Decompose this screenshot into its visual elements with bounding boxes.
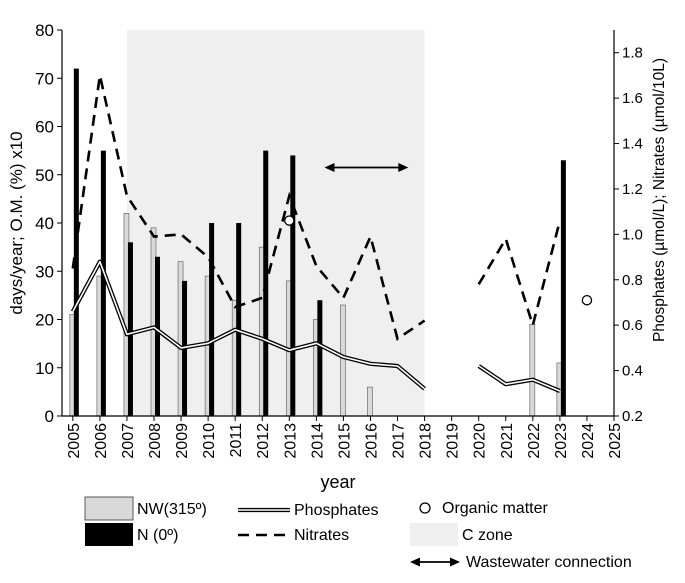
x-tick-label-2015: 2015 (336, 423, 353, 459)
x-tick-label-2007: 2007 (120, 423, 137, 459)
x-tick-label-2006: 2006 (93, 423, 110, 459)
x-tick-label-2019: 2019 (445, 423, 462, 459)
organic-matter-point-2024 (581, 294, 593, 306)
y-left-tick-label-10: 10 (35, 359, 54, 378)
legend-label-organic-matter: Organic matter (442, 500, 548, 517)
y-right-tick-label-1.6: 1.6 (622, 90, 643, 107)
y-right-tick-label-0.8: 0.8 (622, 272, 643, 289)
x-tick-label-2018: 2018 (418, 423, 435, 459)
y-left-axis-title: days/year; O.M. (%) x10 (7, 131, 26, 314)
phosphates-line-outer-1 (477, 364, 561, 393)
legend-label-c-zone: C zone (462, 527, 513, 544)
y-left-tick-label-20: 20 (35, 311, 54, 330)
legend-label-wastewater: Wastewater connection (466, 554, 632, 571)
bar-n-2014 (317, 300, 323, 416)
y-left-tick-label-80: 80 (35, 21, 54, 40)
bar-n-2010 (209, 223, 215, 416)
x-tick-label-2025: 2025 (607, 423, 624, 459)
legend-swatch-c-zone (410, 523, 458, 546)
y-left-tick-label-40: 40 (35, 214, 54, 233)
bar-nw-2016 (367, 386, 373, 417)
bar-n-2008 (155, 256, 160, 416)
x-tick-label-2024: 2024 (580, 423, 597, 459)
y-left-tick-label-50: 50 (35, 166, 54, 185)
legend-label-n: N (0º) (137, 527, 178, 544)
wastewater-arrow-head-left (324, 163, 335, 173)
x-tick-label-2011: 2011 (228, 423, 245, 458)
x-axis-title: year (320, 472, 355, 492)
legend-label-phosphates: Phosphates (294, 502, 379, 519)
x-tick-label-2005: 2005 (66, 423, 83, 459)
y-right-tick-label-0.2: 0.2 (622, 408, 643, 425)
y-right-tick-label-1.4: 1.4 (622, 136, 643, 153)
legend-label-nitrates: Nitrates (294, 527, 349, 544)
y-left-tick-label-0: 0 (45, 407, 54, 426)
nitrates-line-1 (477, 220, 562, 330)
phosphates-line-inner-0 (72, 260, 426, 390)
x-tick-label-2021: 2021 (499, 423, 516, 459)
y-right-axis-title: Phosphates (µmol/L); Nitrates (µmol/10L) (651, 58, 668, 342)
legend-swatch-nw (84, 496, 134, 521)
bar-n-2007 (127, 242, 133, 416)
bar-nw-2022 (529, 324, 536, 417)
bar-n-2013 (290, 155, 296, 416)
y-right-tick-label-1.2: 1.2 (622, 181, 643, 198)
bar-n-2006 (100, 150, 106, 416)
y-right-tick-label-1.8: 1.8 (622, 45, 643, 62)
bar-nw-2015 (340, 304, 346, 417)
legend-swatch-wastewater-head-left (410, 557, 420, 567)
y-right-tick-label-0.6: 0.6 (622, 317, 643, 334)
x-tick-label-2014: 2014 (309, 423, 326, 459)
y-right-tick-label-1.0: 1.0 (622, 226, 643, 243)
nitrates-line-0 (71, 75, 426, 341)
x-tick-label-2010: 2010 (201, 423, 218, 459)
x-tick-label-2009: 2009 (174, 423, 191, 459)
x-tick-label-2013: 2013 (282, 423, 299, 459)
y-left-tick-label-70: 70 (35, 69, 54, 88)
x-tick-label-2016: 2016 (363, 423, 380, 459)
wastewater-arrow-head-right (398, 163, 409, 173)
x-tick-label-2012: 2012 (255, 423, 272, 459)
y-left-tick-label-60: 60 (35, 118, 54, 137)
x-tick-label-2023: 2023 (553, 423, 570, 459)
bar-n-2023 (560, 160, 566, 416)
phosphates-line-inner-1 (478, 365, 561, 392)
legend-label-nw: NW(315º) (137, 501, 207, 518)
x-tick-label-2008: 2008 (147, 423, 164, 459)
c-zone-band (126, 30, 425, 416)
legend-swatch-organic-matter (419, 502, 431, 514)
legend-swatch-wastewater-head-right (450, 557, 460, 567)
y-left-tick-label-30: 30 (35, 262, 54, 281)
x-tick-label-2017: 2017 (391, 423, 408, 459)
x-tick-label-2022: 2022 (526, 423, 543, 459)
y-right-tick-label-0.4: 0.4 (622, 363, 643, 380)
legend-swatch-n (85, 523, 133, 546)
organic-matter-point-2013 (284, 215, 295, 226)
x-tick-label-2020: 2020 (472, 423, 489, 459)
bar-n-2011 (236, 223, 242, 416)
